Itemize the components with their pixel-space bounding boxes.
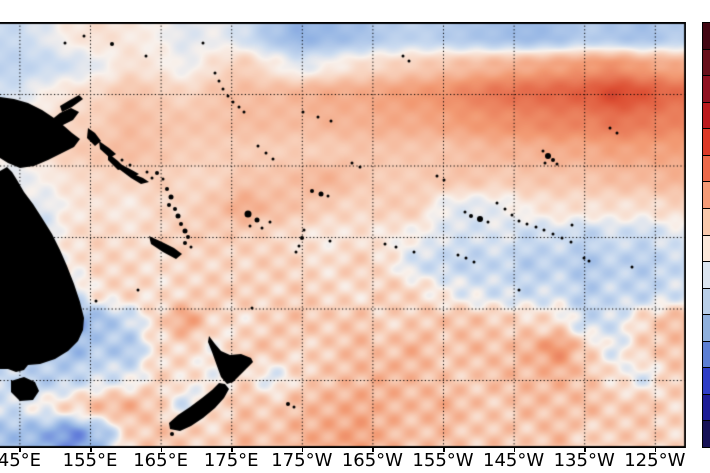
x-tick-label: 135°W	[553, 450, 615, 471]
colorbar-segment	[703, 262, 710, 289]
x-tick-label: 175°W	[271, 450, 333, 471]
x-tick-label: 165°W	[341, 450, 403, 471]
colorbar-segment	[703, 288, 710, 316]
x-tick-label: 165°E	[133, 450, 188, 471]
x-tick-label: 145°W	[483, 450, 545, 471]
x-tick-label: 155°E	[62, 450, 118, 471]
colorbar-segment	[703, 368, 710, 395]
colorbar-segment	[703, 76, 710, 103]
x-axis-tick	[513, 448, 516, 452]
colorbar-segment	[703, 23, 710, 50]
x-axis: 45°E 155°E 165°E 175°E 175°W 165°W 155°W 145°W 1…	[0, 448, 710, 473]
colorbar-segment	[703, 235, 710, 263]
colorbar-segment	[703, 341, 710, 369]
x-axis-tick	[90, 448, 92, 452]
colorbar-segment	[703, 315, 710, 342]
x-axis-tick	[160, 448, 163, 452]
x-axis-tick	[443, 448, 445, 452]
x-tick-label: 175°E	[203, 450, 259, 471]
x-axis-tick	[19, 448, 21, 452]
x-tick-label: 45°E	[0, 450, 42, 471]
colorbar-segment	[703, 421, 710, 447]
colorbar-segment	[703, 208, 710, 236]
colorbar-segment	[703, 129, 710, 156]
x-axis-tick	[231, 448, 233, 452]
x-axis-tick	[654, 448, 657, 452]
colorbar	[702, 22, 710, 448]
x-axis-tick	[301, 448, 304, 452]
x-axis-tick	[584, 448, 586, 452]
colorbar-segment	[703, 49, 710, 77]
anomaly-field-canvas	[0, 22, 686, 448]
colorbar-segment	[703, 102, 710, 130]
colorbar-segment	[703, 394, 710, 422]
x-tick-label: 155°W	[412, 450, 474, 471]
map-area	[0, 22, 686, 448]
x-tick-label: 125°W	[624, 450, 686, 471]
colorbar-segment	[703, 155, 710, 183]
colorbar-segment	[703, 182, 710, 209]
x-axis-tick	[372, 448, 374, 452]
